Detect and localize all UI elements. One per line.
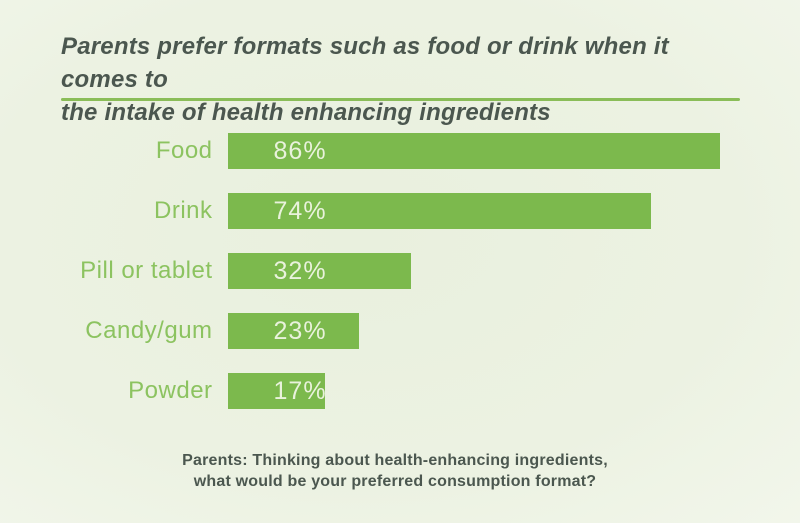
bar-row-food: Food 86%	[0, 133, 800, 169]
bar-track: 17%	[227, 373, 800, 409]
chart-title: Parents prefer formats such as food or d…	[61, 30, 751, 129]
category-label-drink: Drink	[154, 197, 213, 224]
bar-chart: Food 86% Drink 74% Pill or tablet 32%	[0, 133, 800, 409]
value-label-pill-or-tablet: 32%	[273, 256, 327, 285]
value-label-powder: 17%	[273, 376, 327, 405]
bar-row-candy-gum: Candy/gum 23%	[0, 313, 800, 349]
category-label-food: Food	[155, 137, 213, 164]
source-question-line-2: what would be your preferred consumption…	[193, 473, 597, 490]
category-label-pill-or-tablet: Pill or tablet	[80, 257, 213, 284]
bar-track: 74%	[227, 193, 800, 229]
chart-title-line-2: the intake of health enhancing ingredien…	[61, 99, 551, 126]
bar-track: 23%	[227, 313, 800, 349]
value-label-drink: 74%	[273, 196, 327, 225]
bar-food: 86%	[227, 133, 720, 169]
bar-track: 32%	[227, 253, 800, 289]
chart-title-line-1: Parents prefer formats such as food or d…	[61, 33, 669, 93]
bar-pill-or-tablet: 32%	[227, 253, 411, 289]
bar-row-powder: Powder 17%	[0, 373, 800, 409]
bar-row-drink: Drink 74%	[0, 193, 800, 229]
bar-drink: 74%	[227, 193, 652, 229]
title-divider	[61, 98, 740, 101]
value-label-candy-gum: 23%	[273, 316, 327, 345]
bar-track: 86%	[227, 133, 800, 169]
value-label-food: 86%	[273, 136, 327, 165]
category-label-powder: Powder	[128, 377, 213, 404]
bar-candy-gum: 23%	[227, 313, 360, 349]
category-label-candy-gum: Candy/gum	[85, 317, 213, 344]
bar-powder: 17%	[227, 373, 327, 409]
source-question-line-1: Parents: Thinking about health-enhancing…	[182, 452, 608, 469]
bar-row-pill-or-tablet: Pill or tablet 32%	[0, 253, 800, 289]
source-question: Parents: Thinking about health-enhancing…	[0, 450, 790, 492]
